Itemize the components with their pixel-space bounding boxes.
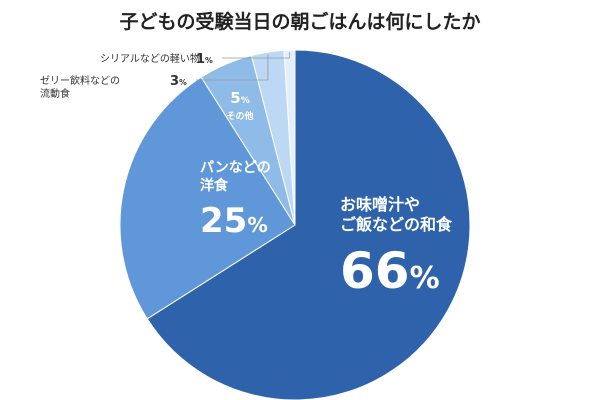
slice-value: 66% [340,242,440,300]
slice-label: パンなどの [200,160,271,176]
slice-label: 流動食 [40,87,70,100]
slice-label: ゼリー飲料などの [40,74,120,87]
leader-line [196,54,269,81]
slice-label: お味噌汁や [340,195,420,214]
leader-line [222,52,290,59]
slice-label: その他 [226,110,253,122]
pie-slice [146,49,471,400]
slice-value: 1% [196,52,213,67]
slice-label: 洋食 [200,177,229,194]
pie-slice [119,76,296,320]
chart-title: 子どもの受験当日の朝ごはんは何にしたか [119,10,480,33]
slice-label: シリアルなどの軽い物 [100,52,200,65]
slice-value: 3% [170,74,187,89]
pie-slice [283,49,296,226]
slice-label: ご飯などの和食 [340,215,453,234]
